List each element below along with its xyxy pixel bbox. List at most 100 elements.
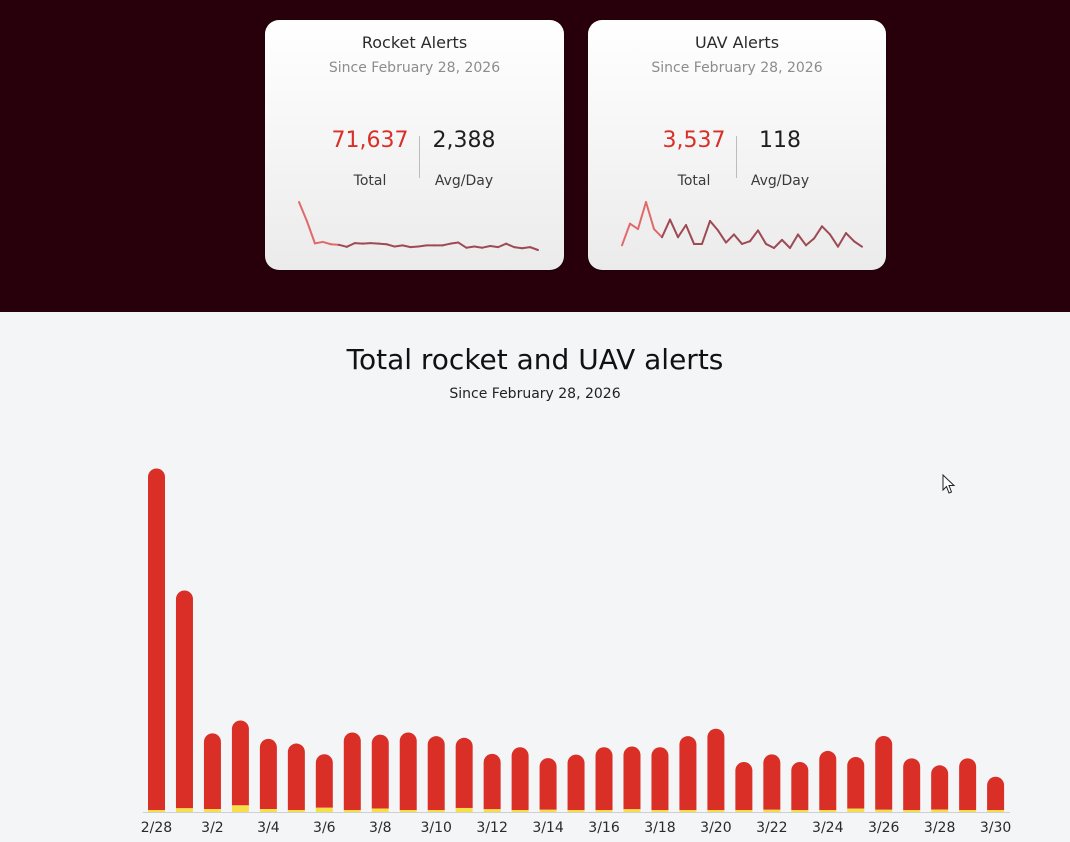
rocket-sparkline-segment xyxy=(457,241,468,249)
chart-subtitle: Since February 28, 2026 xyxy=(449,386,621,402)
uav-bar xyxy=(735,810,753,812)
bar-stack xyxy=(427,736,445,812)
rocket-bar xyxy=(343,732,361,810)
rocket-sparkline-segment xyxy=(369,242,380,245)
bar-stack xyxy=(679,736,697,812)
uav-bar xyxy=(539,809,557,812)
alerts-bar-chart: 2/28 3/2 3/4 3/6 3/8 3/10 3/12 3/14 3/16 3/18 3/20… xyxy=(141,468,1011,836)
rocket-stat-divider xyxy=(419,136,420,178)
uav-bar xyxy=(511,810,529,812)
bar-stack xyxy=(539,758,557,812)
uav-sparkline-segment xyxy=(773,238,783,249)
bar-stack xyxy=(567,754,585,812)
x-tick-label: 3/20 xyxy=(700,820,731,836)
uav-bar xyxy=(259,809,277,812)
bar-stack xyxy=(651,747,669,812)
rocket-avg-label: Avg/Day xyxy=(434,173,494,189)
x-tick-label: 3/10 xyxy=(420,820,451,836)
bar-stack xyxy=(931,765,949,812)
rocket-bar xyxy=(539,758,557,810)
uav-sparkline-segment xyxy=(797,233,807,247)
bar-stack xyxy=(707,728,725,812)
uav-sparkline-segment xyxy=(805,237,815,247)
rocket-sparkline-segment xyxy=(473,245,484,249)
rocket-bar xyxy=(791,762,809,810)
rocket-sparkline xyxy=(298,201,539,251)
bar-stack xyxy=(819,750,837,812)
uav-sparkline-segment xyxy=(789,233,799,249)
rocket-sparkline-segment xyxy=(313,240,324,245)
uav-bar xyxy=(427,810,445,812)
uav-sparkline-segment xyxy=(733,233,743,245)
uav-bar xyxy=(203,809,221,812)
uav-bar xyxy=(175,808,193,812)
uav-avg-value: 118 xyxy=(759,128,801,153)
x-tick-label: 3/12 xyxy=(476,820,507,836)
rocket-sparkline-segment xyxy=(377,242,388,246)
uav-sparkline-segment xyxy=(629,222,639,231)
bar-stack xyxy=(399,732,417,812)
rocket-total-value: 71,637 xyxy=(331,128,409,153)
uav-bar xyxy=(595,810,613,812)
rocket-bar xyxy=(231,720,249,806)
rocket-bar xyxy=(595,747,613,810)
uav-avg-label: Avg/Day xyxy=(750,173,810,189)
bar-stack xyxy=(231,720,249,812)
uav-bar xyxy=(763,809,781,812)
rocket-sparkline-segment xyxy=(305,220,316,245)
uav-sparkline-segment xyxy=(813,225,823,240)
bar-stack xyxy=(175,590,193,812)
uav-sparkline-segment xyxy=(829,233,839,248)
rocket-sparkline-segment xyxy=(489,244,500,249)
rocket-bar xyxy=(735,762,753,810)
rocket-bar xyxy=(987,776,1005,810)
uav-bar xyxy=(567,810,585,812)
bar-stack xyxy=(959,758,977,812)
x-tick-label: 3/2 xyxy=(201,820,224,836)
rocket-card-subtitle: Since February 28, 2026 xyxy=(328,60,501,76)
x-tick-label: 3/30 xyxy=(980,820,1011,836)
rocket-sparkline-segment xyxy=(385,243,396,248)
bar-stack xyxy=(735,762,753,812)
bar-stack xyxy=(791,762,809,812)
rocket-bar xyxy=(931,765,949,810)
uav-sparkline-segment xyxy=(837,232,847,248)
rocket-bar xyxy=(259,738,277,810)
uav-sparkline-segment xyxy=(677,224,687,239)
uav-sparkline-segment xyxy=(781,238,791,249)
uav-bar xyxy=(399,810,417,812)
uav-sparkline-segment xyxy=(645,201,655,231)
rocket-bar xyxy=(287,743,305,810)
bar-stack xyxy=(483,753,501,812)
uav-alerts-card: UAV Alerts Since February 28, 2026 3,537… xyxy=(588,20,886,270)
rocket-sparkline-segment xyxy=(345,242,356,248)
uav-sparkline-segment xyxy=(661,218,671,239)
rocket-sparkline-segment xyxy=(465,245,476,249)
uav-bar xyxy=(371,808,389,812)
rocket-bar xyxy=(903,758,921,810)
uav-bar xyxy=(987,810,1005,812)
rocket-bar xyxy=(427,736,445,810)
rocket-bar xyxy=(623,746,641,810)
rocket-bar xyxy=(315,754,333,808)
uav-bar xyxy=(679,810,697,812)
uav-sparkline-segment xyxy=(741,240,751,245)
rocket-bar xyxy=(567,754,585,810)
rocket-sparkline-segment xyxy=(337,243,348,248)
rocket-sparkline-segment xyxy=(481,244,492,249)
uav-bar xyxy=(483,809,501,812)
uav-bar xyxy=(343,810,361,812)
bar-stack xyxy=(259,738,277,812)
uav-card-title: UAV Alerts xyxy=(694,33,780,52)
bar-stack xyxy=(315,754,333,812)
uav-bar xyxy=(287,810,305,812)
rocket-bar xyxy=(175,590,193,809)
uav-bar xyxy=(623,809,641,812)
uav-sparkline-segment xyxy=(717,229,727,244)
bar-stack xyxy=(903,758,921,812)
x-tick-label: 3/26 xyxy=(868,820,900,836)
rocket-bar xyxy=(511,747,529,810)
x-tick-label: 3/4 xyxy=(257,820,280,836)
uav-bar xyxy=(315,807,333,812)
uav-sparkline-segment xyxy=(749,229,759,243)
